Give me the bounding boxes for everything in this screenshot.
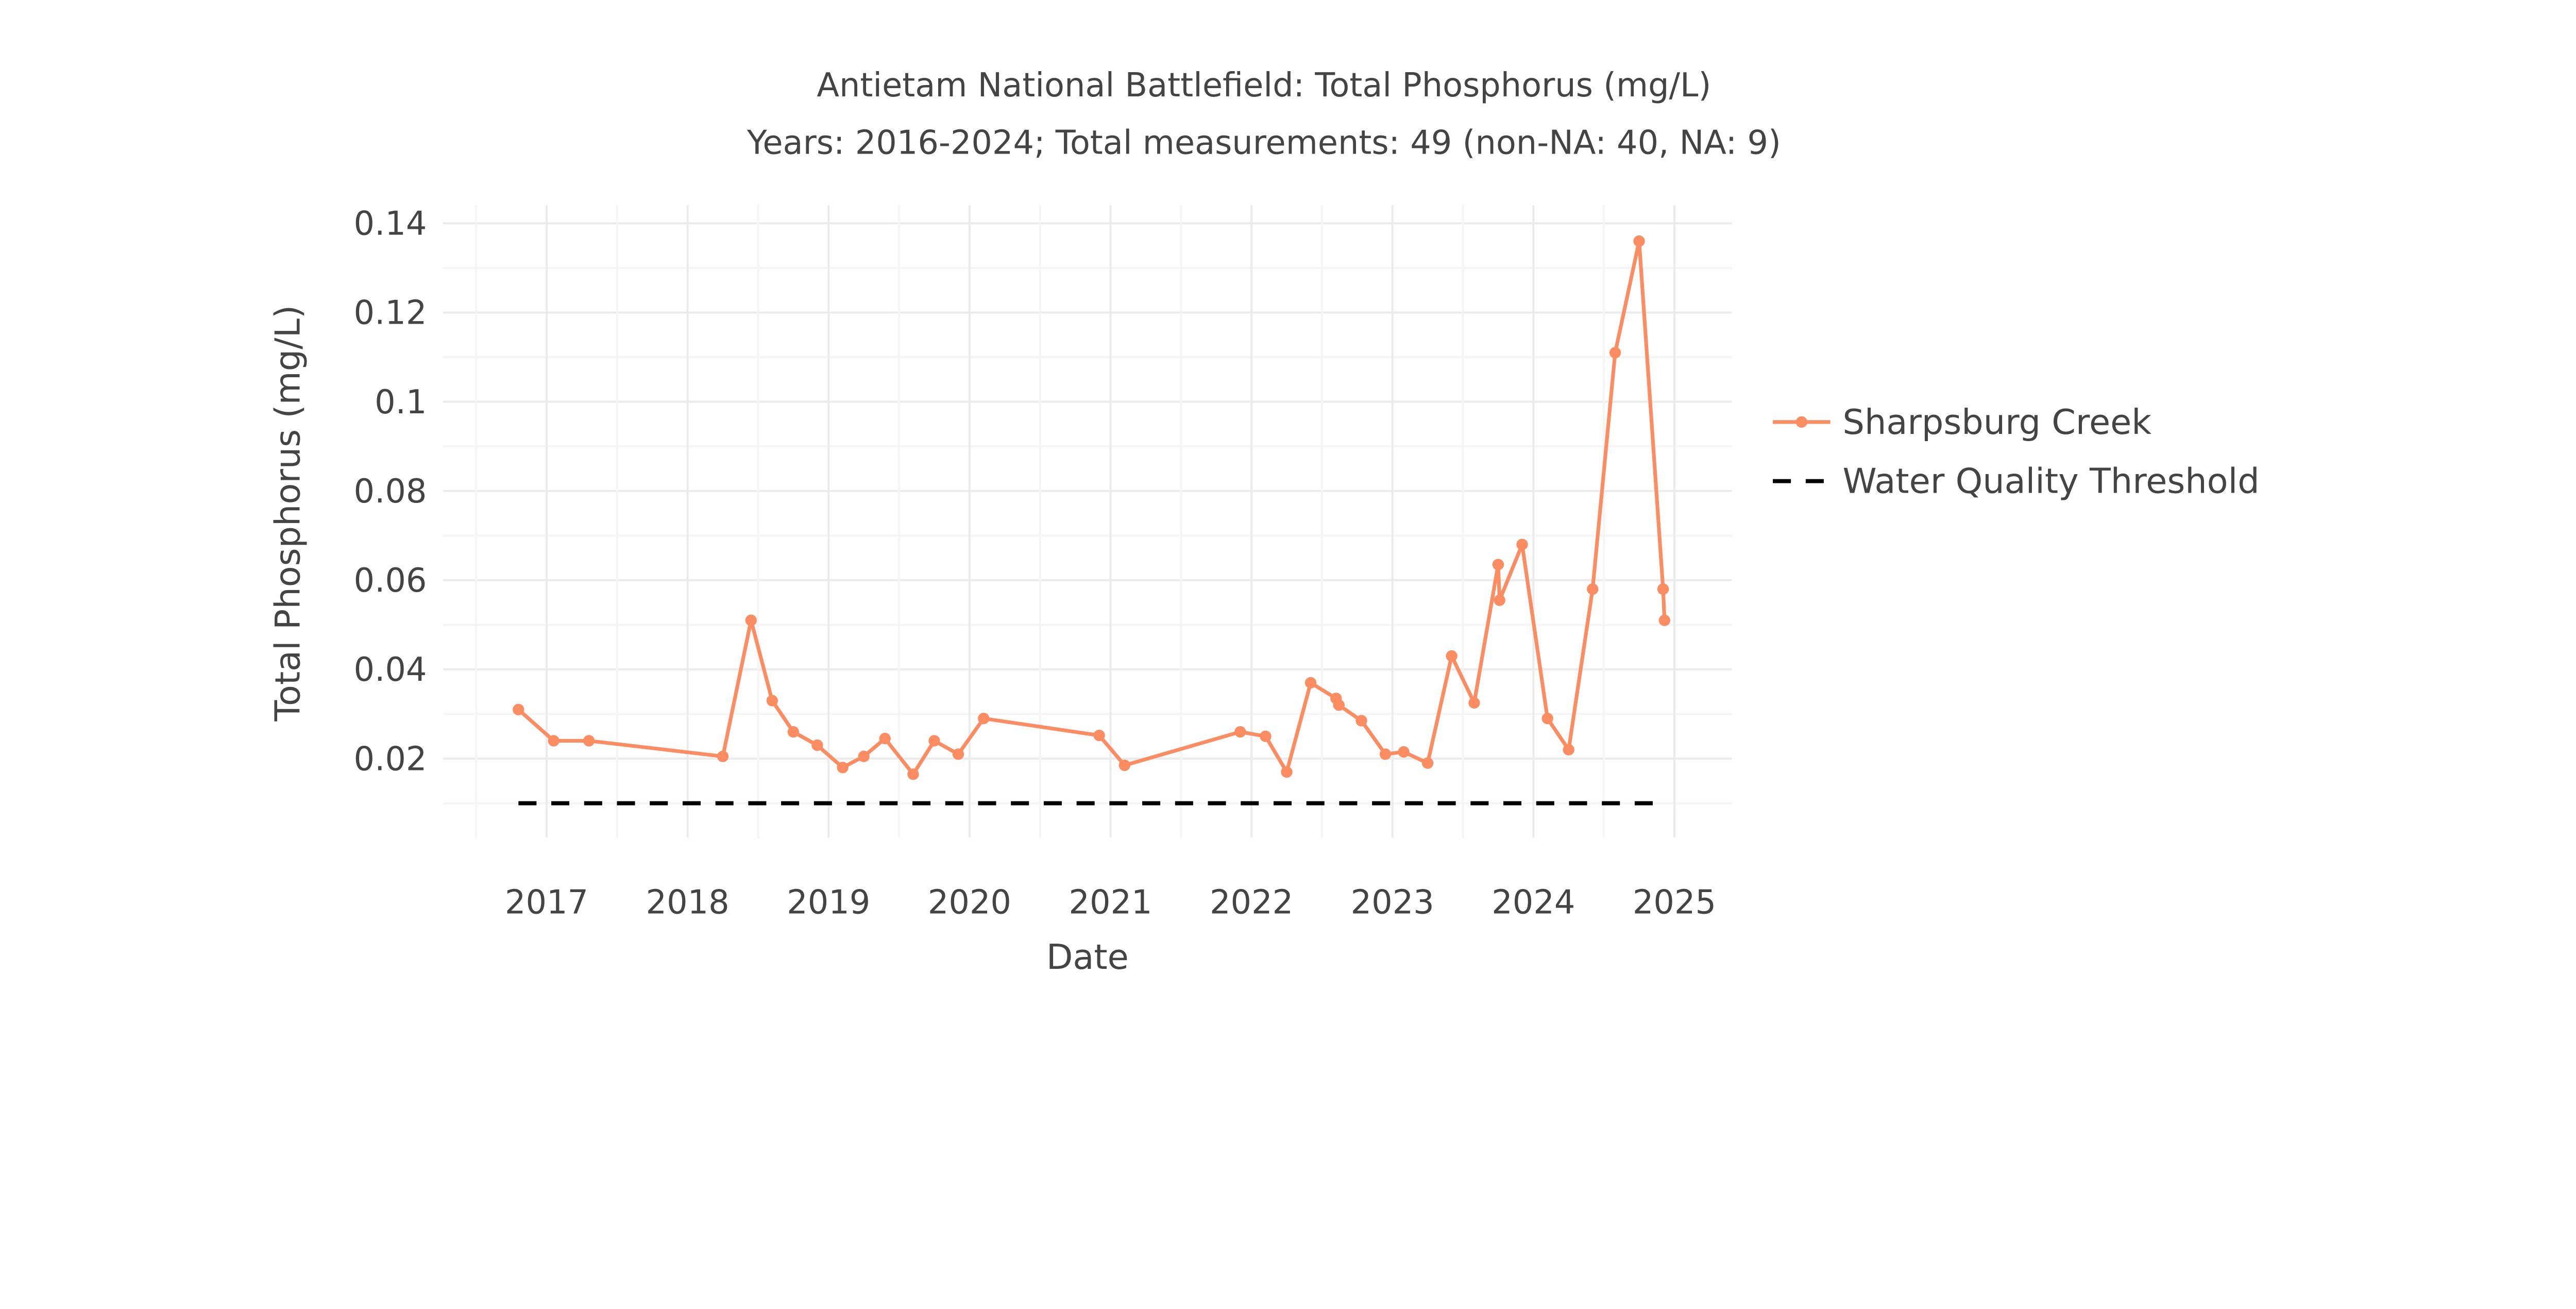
- data-point: [1587, 583, 1599, 595]
- data-point: [1260, 730, 1272, 742]
- x-tick-label: 2025: [1633, 883, 1716, 921]
- data-point: [1492, 559, 1504, 570]
- data-point: [1468, 697, 1480, 709]
- data-point: [811, 739, 823, 751]
- legend-item-water-quality-threshold[interactable]: Water Quality Threshold: [1773, 461, 2260, 501]
- data-point: [717, 750, 729, 762]
- data-point: [1234, 726, 1246, 738]
- legend-label: Sharpsburg Creek: [1843, 402, 2152, 442]
- data-point: [1658, 614, 1670, 626]
- chart-subtitle: Years: 2016-2024; Total measurements: 49…: [747, 124, 1781, 162]
- x-tick-label: 2023: [1351, 883, 1434, 921]
- y-tick-label: 0.1: [375, 383, 427, 422]
- data-point: [513, 703, 524, 715]
- data-point: [1494, 594, 1505, 606]
- chart-title: Antietam National Battlefield: Total Pho…: [817, 66, 1711, 105]
- x-tick-label: 2018: [646, 883, 730, 921]
- data-point: [745, 614, 757, 626]
- data-point: [952, 748, 964, 760]
- data-point: [1304, 677, 1317, 689]
- series-line-sharpsburg-creek: [517, 239, 1667, 776]
- data-point: [858, 750, 870, 762]
- plot-series: [513, 235, 1670, 805]
- x-tick-label: 2022: [1210, 883, 1293, 921]
- y-tick-label: 0.08: [354, 473, 427, 511]
- y-tick-label: 0.14: [354, 205, 427, 243]
- data-point: [766, 695, 778, 707]
- data-point: [1333, 699, 1345, 711]
- y-tick-label: 0.06: [354, 562, 427, 600]
- x-tick-label: 2019: [787, 883, 870, 921]
- data-point: [1398, 746, 1410, 758]
- data-point: [1118, 759, 1131, 771]
- data-point: [1563, 744, 1574, 756]
- x-axis-label: Date: [1046, 937, 1129, 977]
- data-point: [1446, 650, 1458, 662]
- data-point: [583, 735, 595, 747]
- legend-item-sharpsburg-creek[interactable]: Sharpsburg Creek: [1773, 402, 2151, 442]
- data-point: [1657, 583, 1669, 595]
- chart: Antietam National Battlefield: Total Pho…: [267, 66, 2260, 977]
- legend-marker: [1795, 416, 1808, 428]
- data-point: [1633, 235, 1645, 247]
- data-point: [1093, 729, 1105, 742]
- data-point: [837, 762, 849, 774]
- x-tick-label: 2024: [1492, 883, 1575, 921]
- data-point: [1421, 757, 1434, 769]
- x-tick-label: 2021: [1069, 883, 1152, 921]
- data-point: [907, 768, 919, 780]
- y-axis-label: Total Phosphorus (mg/L): [267, 305, 308, 722]
- data-point: [1541, 712, 1553, 725]
- data-point: [978, 712, 990, 725]
- data-point: [787, 726, 800, 738]
- legend: Sharpsburg Creek Water Quality Threshold: [1773, 402, 2260, 501]
- data-point: [1609, 347, 1621, 359]
- x-tick-label: 2017: [505, 883, 588, 921]
- y-tick-label: 0.12: [354, 294, 427, 332]
- y-axis-ticks: 0.02 0.04 0.06 0.08 0.1 0.12 0.14: [354, 205, 427, 779]
- data-point: [1355, 715, 1367, 727]
- data-point: [879, 732, 891, 745]
- data-point: [1516, 539, 1528, 550]
- legend-label: Water Quality Threshold: [1843, 461, 2260, 501]
- data-point: [1379, 748, 1392, 760]
- x-tick-label: 2020: [928, 883, 1011, 921]
- x-axis-ticks: 2017 2018 2019 2020 2021 2022 2023 2024 2025: [505, 883, 1716, 921]
- gridlines: [443, 205, 1732, 837]
- y-tick-label: 0.02: [354, 740, 427, 778]
- data-point: [548, 735, 560, 747]
- data-point: [1281, 766, 1293, 778]
- y-tick-label: 0.04: [354, 651, 427, 689]
- data-point: [928, 735, 940, 747]
